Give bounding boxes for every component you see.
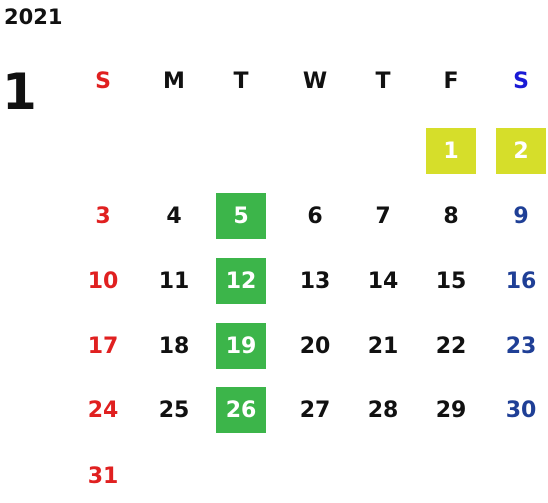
day-cell-22[interactable]: 22	[435, 333, 467, 359]
weekday-header-tue: T	[233, 68, 249, 94]
day-cell-15[interactable]: 15	[435, 268, 467, 294]
month-label: 1	[2, 63, 37, 121]
day-cell-13[interactable]: 13	[299, 268, 331, 294]
day-cell-30[interactable]: 30	[505, 397, 537, 423]
day-cell-25[interactable]: 25	[158, 397, 190, 423]
day-cell-10[interactable]: 10	[87, 268, 119, 294]
day-cell-8[interactable]: 8	[443, 203, 459, 229]
day-cell-9[interactable]: 9	[513, 203, 529, 229]
weekday-header-sun: S	[95, 68, 111, 94]
day-cell-6[interactable]: 6	[307, 203, 323, 229]
day-cell-24[interactable]: 24	[87, 397, 119, 423]
day-cell-23[interactable]: 23	[505, 333, 537, 359]
day-cell-11[interactable]: 11	[158, 268, 190, 294]
day-cell-31[interactable]: 31	[87, 463, 119, 489]
day-cell-28[interactable]: 28	[367, 397, 399, 423]
day-cell-7[interactable]: 7	[375, 203, 391, 229]
day-cell-18[interactable]: 18	[158, 333, 190, 359]
weekday-header-mon: M	[163, 68, 185, 94]
day-cell-27[interactable]: 27	[299, 397, 331, 423]
weekday-header-wed: W	[302, 68, 328, 94]
day-cell-1-highlighted[interactable]: 1	[426, 128, 476, 174]
weekday-header-thu: T	[375, 68, 391, 94]
day-cell-19-highlighted[interactable]: 19	[216, 323, 266, 369]
day-cell-5-highlighted[interactable]: 5	[216, 193, 266, 239]
day-cell-21[interactable]: 21	[367, 333, 399, 359]
weekday-header-fri: F	[443, 68, 459, 94]
weekday-header-sat: S	[513, 68, 529, 94]
day-cell-17[interactable]: 17	[87, 333, 119, 359]
day-cell-3[interactable]: 3	[95, 203, 111, 229]
year-label: 2021	[4, 5, 63, 29]
day-cell-12-highlighted[interactable]: 12	[216, 258, 266, 304]
day-cell-29[interactable]: 29	[435, 397, 467, 423]
day-cell-14[interactable]: 14	[367, 268, 399, 294]
day-cell-4[interactable]: 4	[166, 203, 182, 229]
day-cell-20[interactable]: 20	[299, 333, 331, 359]
day-cell-26-highlighted[interactable]: 26	[216, 387, 266, 433]
day-cell-2-highlighted[interactable]: 2	[496, 128, 546, 174]
day-cell-16[interactable]: 16	[505, 268, 537, 294]
